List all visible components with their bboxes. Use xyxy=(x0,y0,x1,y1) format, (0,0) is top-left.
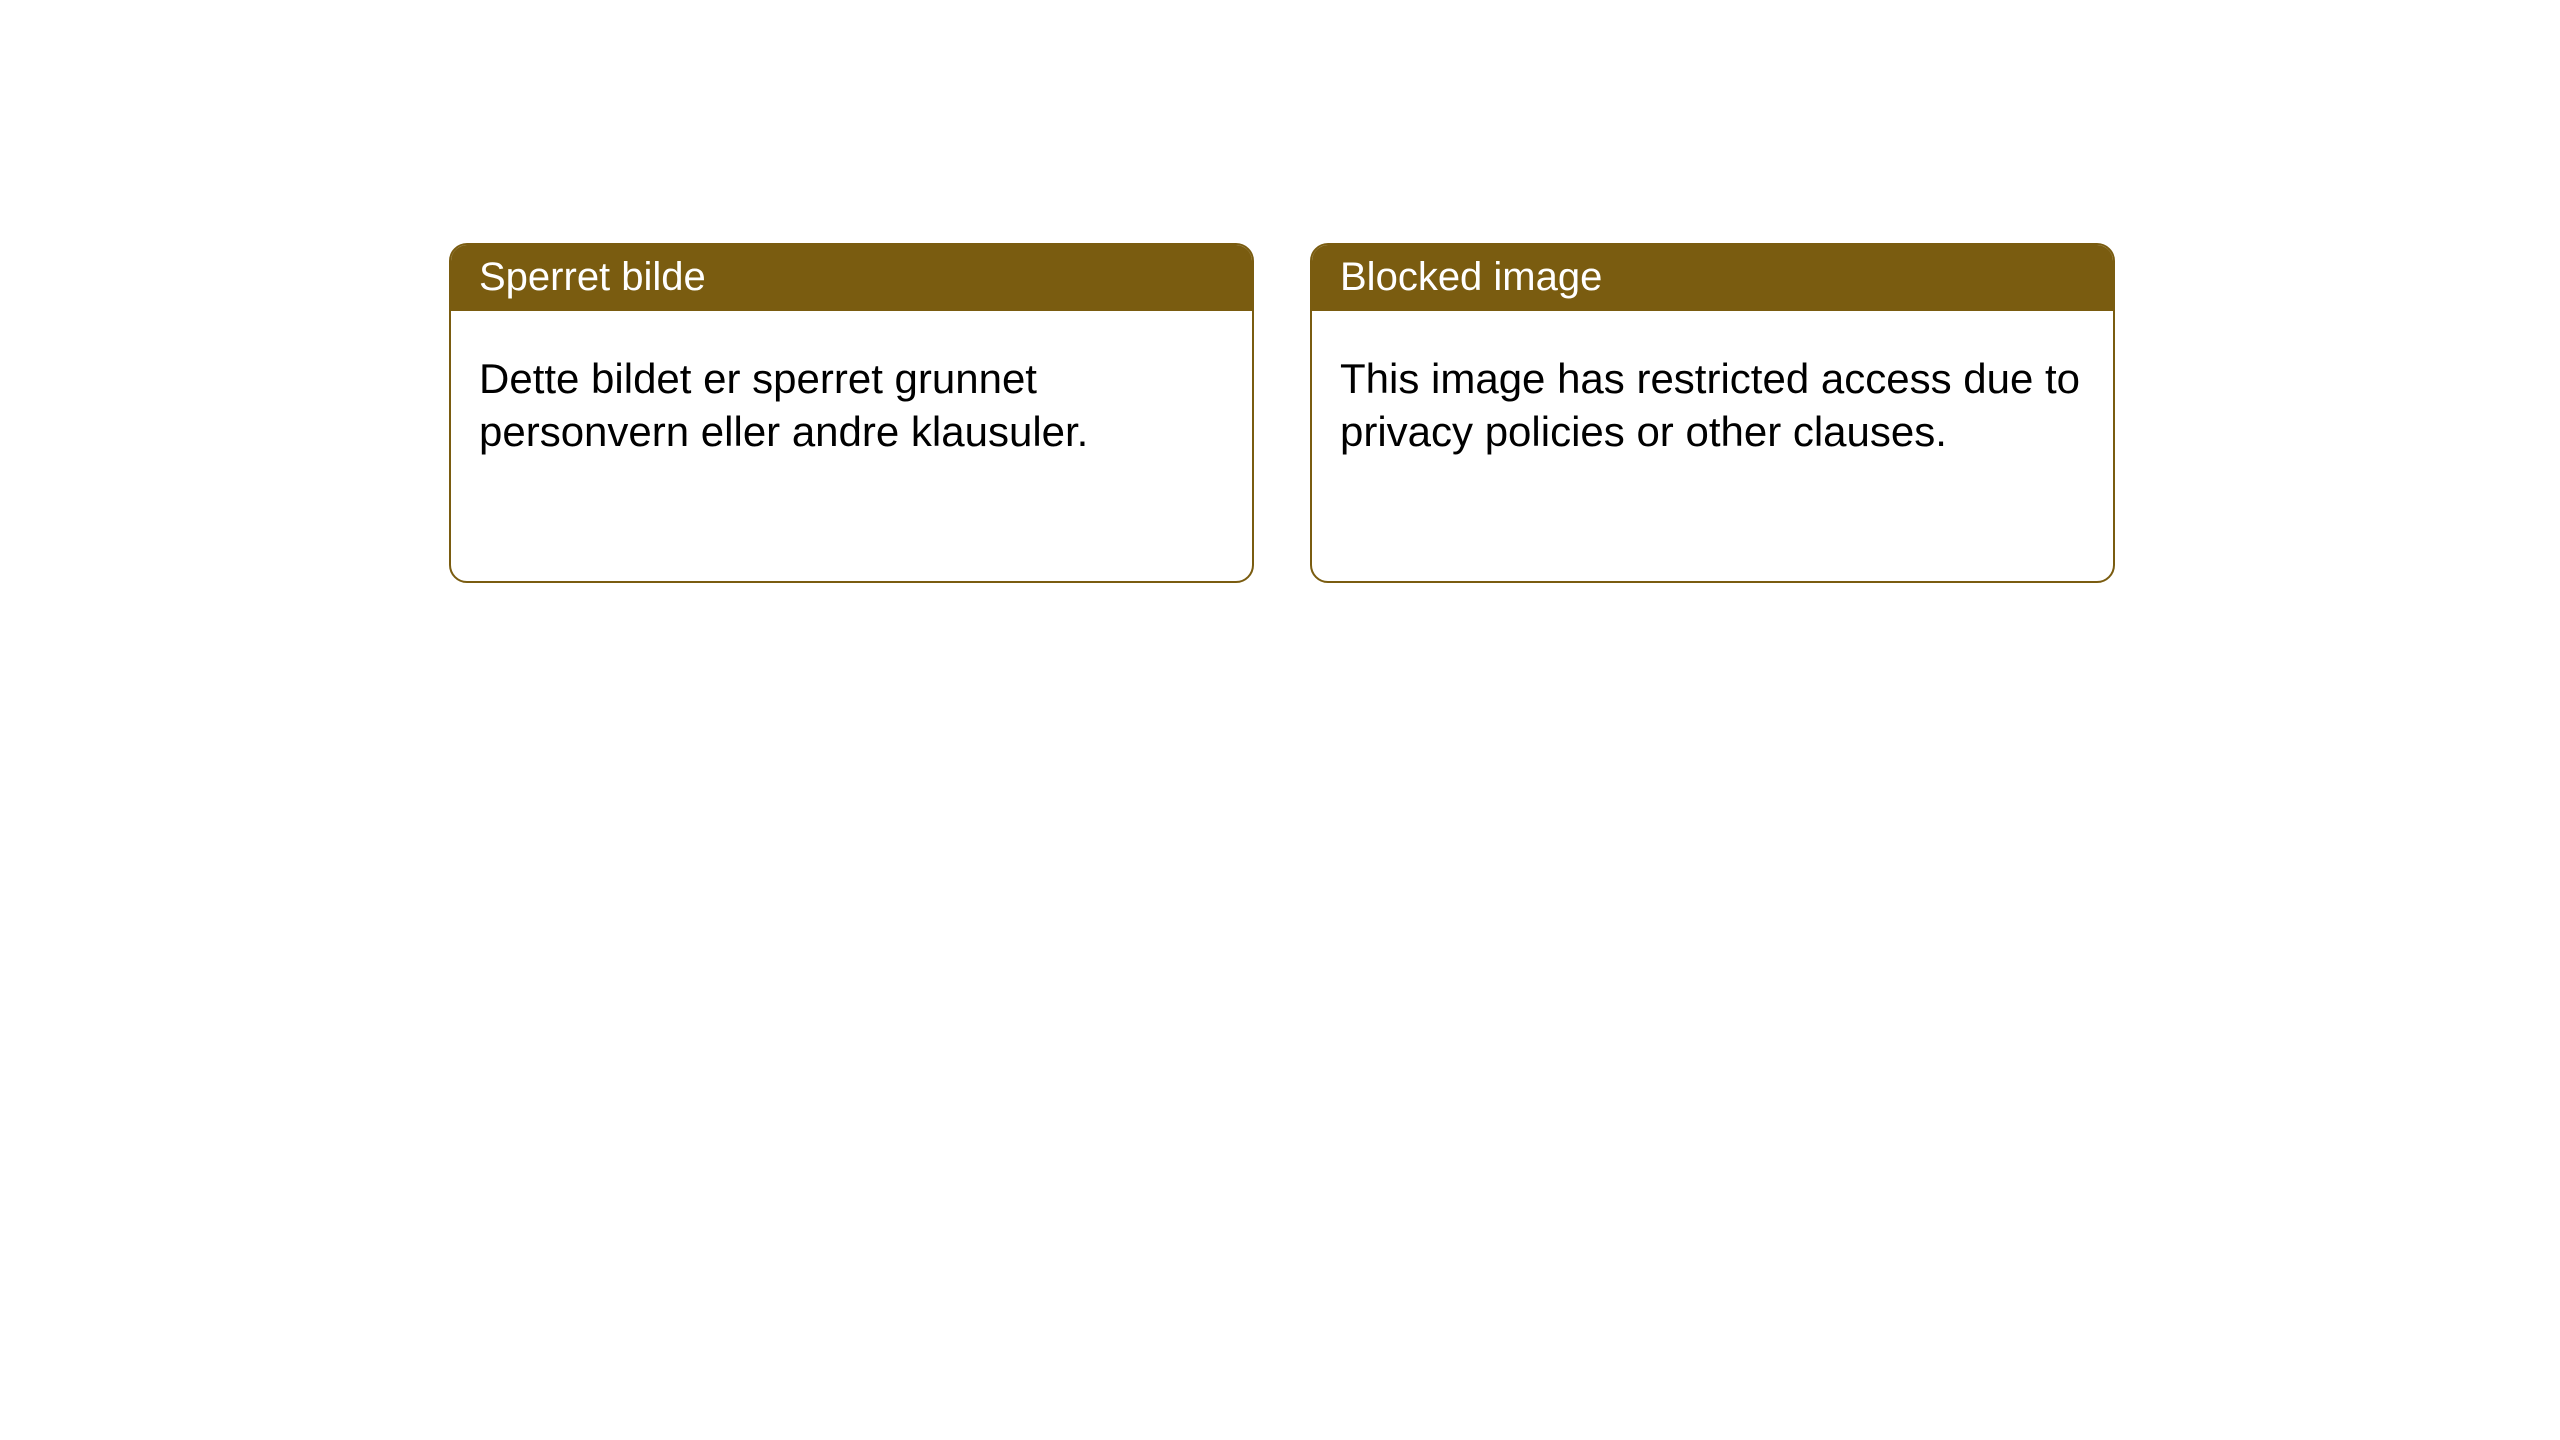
notice-container: Sperret bilde Dette bildet er sperret gr… xyxy=(449,243,2115,583)
notice-body: Dette bildet er sperret grunnet personve… xyxy=(451,311,1252,486)
notice-card-english: Blocked image This image has restricted … xyxy=(1310,243,2115,583)
notice-header: Sperret bilde xyxy=(451,245,1252,311)
notice-body: This image has restricted access due to … xyxy=(1312,311,2113,486)
notice-header: Blocked image xyxy=(1312,245,2113,311)
notice-card-norwegian: Sperret bilde Dette bildet er sperret gr… xyxy=(449,243,1254,583)
